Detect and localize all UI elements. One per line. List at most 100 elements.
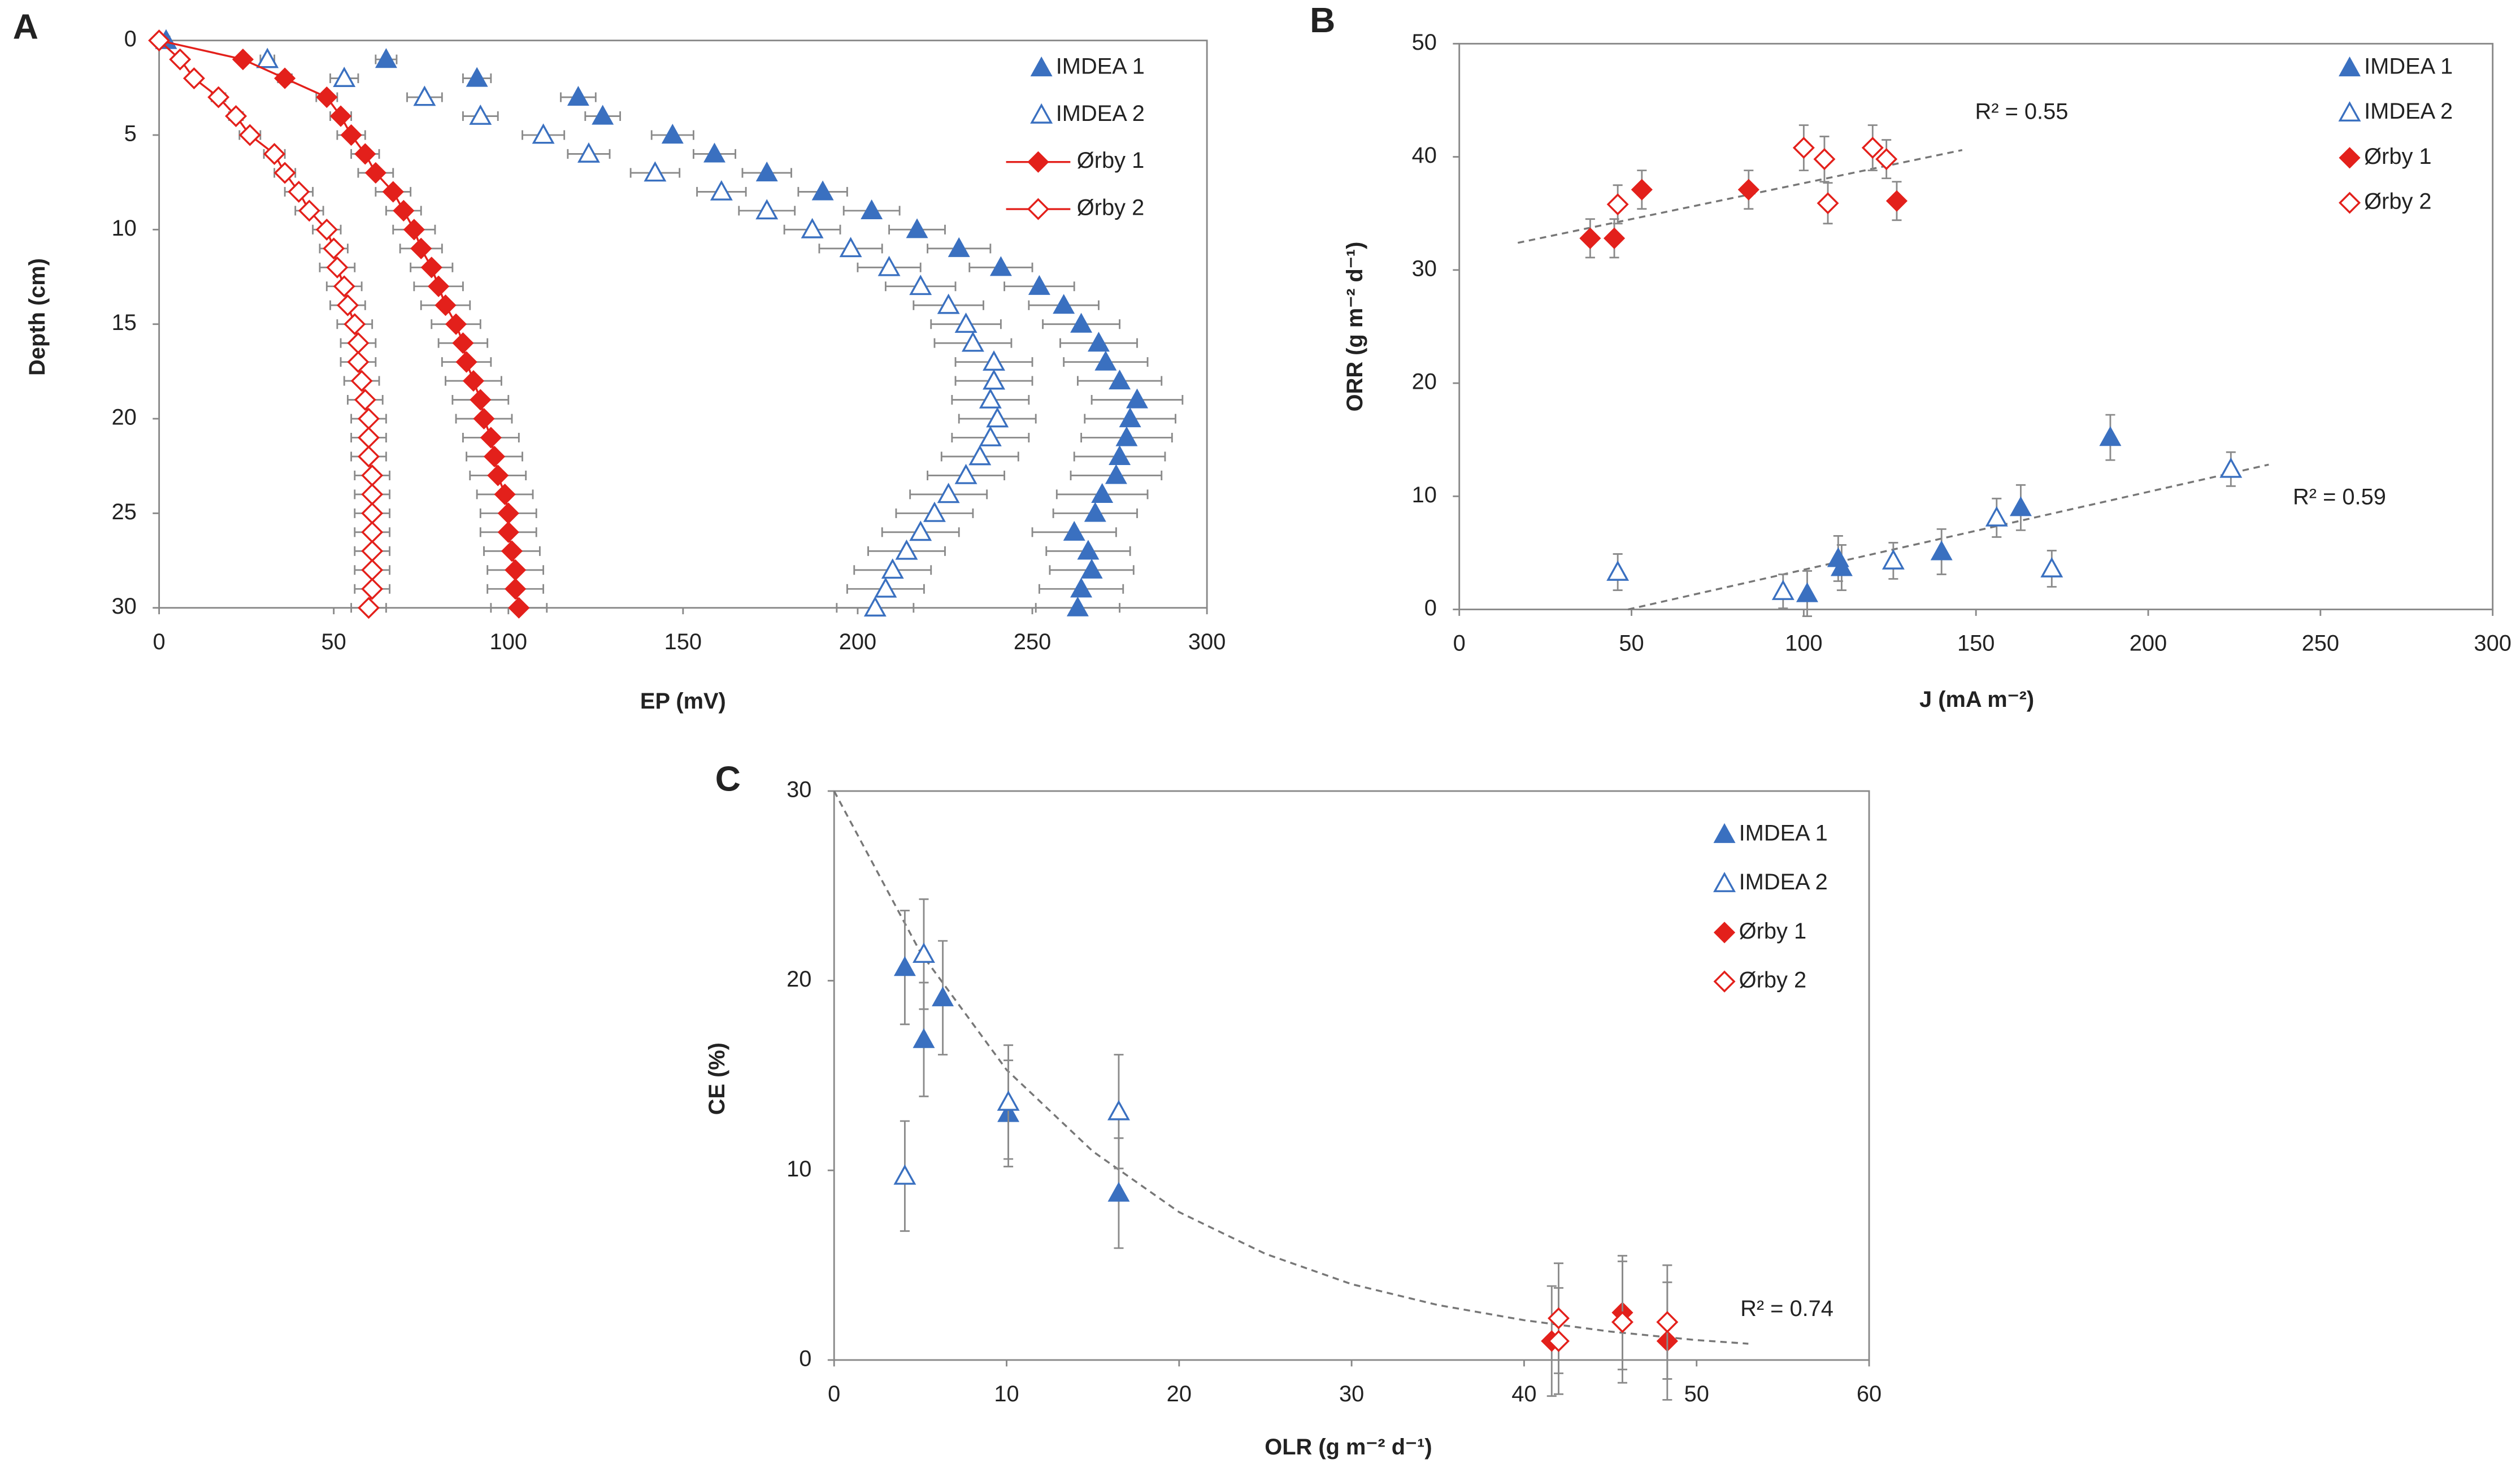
data-point — [1119, 407, 1141, 428]
data-point — [347, 351, 370, 373]
x-tick-label: 150 — [1957, 631, 1995, 656]
x-tick-label: 200 — [839, 629, 876, 654]
data-point — [913, 943, 935, 963]
data-point — [937, 293, 960, 314]
data-point — [644, 161, 667, 182]
data-point — [480, 427, 502, 449]
y-axis-title: CE (%) — [705, 1043, 729, 1115]
data-point — [336, 294, 359, 316]
data-point — [333, 67, 356, 87]
data-point — [913, 1028, 935, 1048]
data-point — [288, 180, 310, 203]
data-point — [592, 105, 614, 125]
legend-symbol — [1030, 103, 1053, 124]
data-point — [1107, 1182, 1130, 1202]
data-point — [501, 540, 523, 562]
data-point — [1070, 577, 1093, 598]
data-point — [567, 86, 589, 106]
data-point — [1885, 190, 1908, 212]
data-point — [932, 986, 954, 1006]
data-point — [364, 162, 386, 184]
x-tick-label: 30 — [1339, 1382, 1364, 1406]
y-tick-label: 30 — [1412, 256, 1437, 281]
legend-symbol — [1027, 151, 1049, 173]
data-point — [298, 199, 320, 222]
data-point — [997, 1090, 1020, 1111]
data-point — [358, 407, 380, 430]
r-squared-label: R² = 0.55 — [1975, 99, 2069, 124]
legend-label: IMDEA 1 — [1056, 54, 1145, 79]
data-point — [1771, 579, 1795, 600]
x-tick-label: 0 — [153, 629, 166, 654]
data-point — [839, 237, 862, 258]
data-point — [1606, 560, 1630, 581]
x-tick-label: 0 — [828, 1382, 840, 1406]
data-point — [497, 502, 519, 524]
y-tick-label: 20 — [111, 405, 136, 430]
data-point — [462, 370, 485, 392]
data-point — [238, 124, 261, 146]
data-point — [2009, 496, 2032, 516]
data-point — [863, 596, 887, 617]
data-point — [937, 483, 960, 503]
legend-label: IMDEA 1 — [1739, 820, 1828, 845]
data-point — [455, 351, 477, 373]
data-point — [361, 577, 384, 600]
y-axis-title: Depth (cm) — [25, 258, 50, 376]
x-axis-title: OLR (g m⁻² d⁻¹) — [1265, 1435, 1432, 1460]
data-point — [986, 407, 1009, 428]
r-squared-label: R² = 0.74 — [1740, 1296, 1833, 1321]
data-point — [1115, 426, 1138, 446]
data-point — [225, 105, 247, 128]
data-point — [354, 143, 376, 165]
y-tick-label: 0 — [124, 27, 137, 51]
y-tick-label: 10 — [1412, 483, 1437, 507]
data-point — [473, 407, 495, 430]
data-point — [340, 124, 362, 146]
data-point — [256, 47, 279, 68]
legend-label: Ørby 2 — [2364, 189, 2431, 214]
data-point — [1548, 1330, 1570, 1352]
data-point — [948, 237, 970, 257]
x-axis-title: J (mA m⁻²) — [1919, 687, 2034, 712]
data-point — [1985, 506, 2008, 527]
data-point — [375, 48, 397, 68]
data-point — [466, 67, 488, 87]
data-point — [989, 256, 1012, 276]
r-squared-label: R² = 0.59 — [2293, 484, 2386, 509]
data-point — [881, 558, 904, 579]
legend-symbol — [2339, 147, 2361, 169]
x-tick-label: 250 — [2302, 631, 2339, 656]
data-point — [1091, 483, 1114, 503]
data-point — [661, 123, 684, 144]
y-tick-label: 0 — [1424, 596, 1437, 620]
data-point — [874, 577, 897, 598]
data-point — [983, 350, 1006, 371]
data-point — [1875, 148, 1898, 171]
data-point — [420, 257, 442, 279]
legend-symbol — [1713, 922, 1736, 944]
y-tick-label: 50 — [1412, 30, 1437, 55]
data-point — [979, 388, 1002, 409]
data-point — [1094, 350, 1117, 371]
x-tick-label: 50 — [1619, 631, 1644, 656]
data-point — [148, 29, 171, 52]
x-tick-label: 40 — [1511, 1382, 1536, 1406]
data-point — [323, 237, 345, 260]
data-point — [1109, 370, 1131, 390]
data-point — [333, 275, 355, 298]
data-point — [893, 1164, 916, 1185]
y-tick-label: 25 — [111, 500, 136, 524]
y-tick-label: 20 — [787, 967, 811, 992]
data-point — [703, 142, 725, 163]
data-point — [361, 521, 384, 544]
data-point — [954, 312, 977, 333]
data-point — [207, 86, 230, 108]
data-point — [470, 389, 492, 411]
data-point — [1861, 137, 1884, 159]
data-point — [445, 313, 467, 335]
data-point — [263, 142, 286, 165]
data-point — [909, 520, 932, 541]
legend-label: IMDEA 1 — [2364, 54, 2453, 79]
legend-symbol — [2339, 192, 2361, 214]
